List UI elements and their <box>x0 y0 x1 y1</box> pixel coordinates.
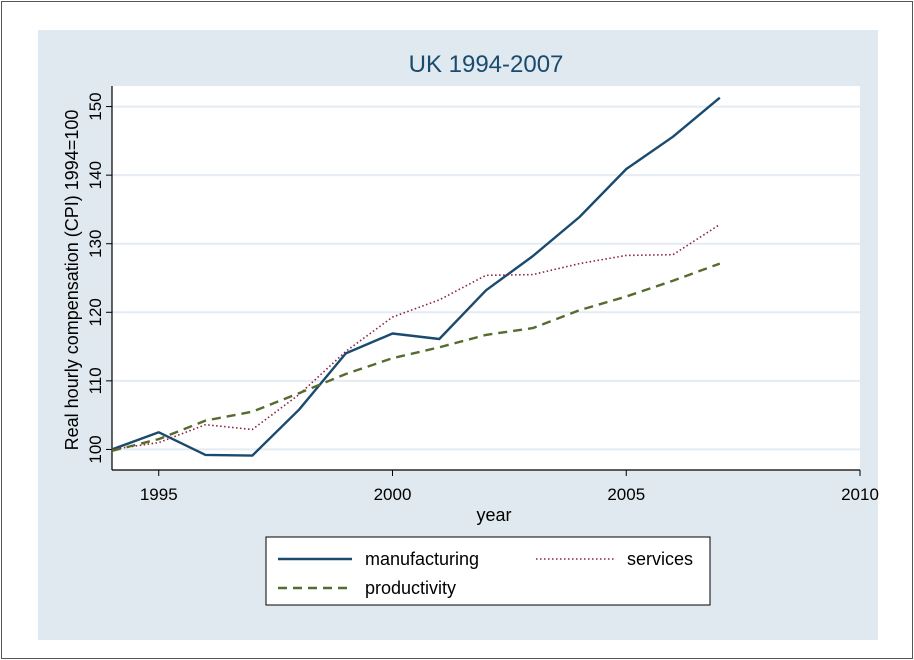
y-tick-label: 100 <box>86 435 105 463</box>
y-tick-label: 140 <box>86 161 105 189</box>
y-tick-label: 130 <box>86 230 105 258</box>
series-line-manufacturing <box>111 96 721 457</box>
legend-label-services: services <box>627 549 693 569</box>
y-axis-title: Real hourly compensation (CPI) 1994=100 <box>62 110 82 451</box>
x-tick-label: 2005 <box>607 485 645 504</box>
legend-box <box>265 536 711 606</box>
x-tick-label: 1995 <box>140 485 178 504</box>
y-tick-label: 120 <box>86 298 105 326</box>
x-tick-label: 2010 <box>841 485 879 504</box>
x-tick-label: 2000 <box>374 485 412 504</box>
series-line-productivity <box>111 262 721 452</box>
y-tick-label: 150 <box>86 92 105 120</box>
y-tick-label: 110 <box>86 367 105 394</box>
series-line-services <box>111 223 721 451</box>
chart-title: UK 1994-2007 <box>409 51 564 78</box>
legend-label-productivity: productivity <box>365 578 456 598</box>
legend-label-manufacturing: manufacturing <box>365 549 479 569</box>
plot-area <box>112 86 860 470</box>
x-axis-title: year <box>476 505 511 525</box>
